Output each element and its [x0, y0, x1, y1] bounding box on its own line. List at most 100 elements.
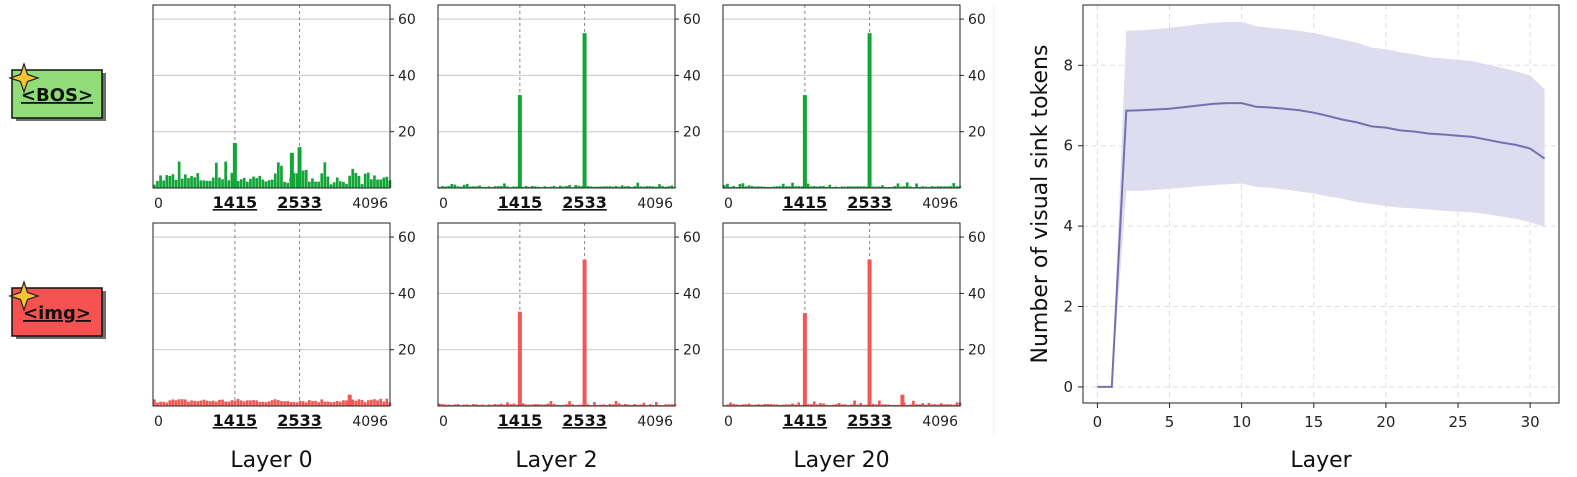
noise-bar: [357, 399, 361, 406]
highlight-tick-label: 2533: [562, 411, 607, 430]
noise-bar: [788, 186, 791, 188]
noise-bar: [819, 186, 822, 188]
x-tick-label: 5: [1165, 413, 1175, 431]
noise-bar: [339, 181, 342, 188]
noise-bar: [546, 403, 550, 406]
noise-bar: [670, 185, 674, 188]
noise-bar: [874, 186, 878, 188]
noise-bar: [636, 182, 640, 188]
noise-bar: [812, 186, 816, 188]
y-tick-label: 60: [968, 230, 986, 246]
noise-bar: [633, 186, 636, 188]
peak-bar: [297, 147, 302, 188]
noise-bar: [624, 404, 627, 406]
x-tick-label: 0: [439, 196, 448, 212]
noise-bar: [735, 404, 739, 406]
y-tick-label: 20: [683, 125, 701, 141]
noise-bar: [853, 400, 856, 406]
noise-bar: [180, 399, 184, 406]
x-tick-label: 0: [1093, 413, 1103, 431]
noise-bar: [769, 186, 773, 188]
noise-bar: [593, 186, 596, 188]
highlight-tick-label: 1415: [213, 193, 258, 212]
noise-bar: [549, 401, 553, 406]
noise-bar: [878, 400, 881, 406]
noise-bar: [249, 178, 252, 188]
noise-bar: [444, 404, 447, 406]
plot-frame-outline: [437, 4, 676, 189]
token-badge-img: <img>: [8, 280, 106, 339]
noise-bar: [301, 401, 305, 406]
noise-bar: [589, 186, 593, 188]
noise-bar: [577, 404, 581, 406]
noise-bar: [534, 186, 537, 188]
noise-bar: [794, 404, 797, 406]
noise-bar: [617, 403, 621, 406]
plot-frame-outline: [152, 4, 391, 189]
noise-bar: [196, 401, 200, 406]
noise-bar: [314, 181, 317, 188]
noise-bar: [853, 186, 856, 188]
noise-bar: [757, 186, 760, 188]
noise-bar: [441, 404, 444, 406]
noise-bar: [180, 178, 184, 188]
noise-bar: [503, 404, 506, 406]
noise-bar: [933, 404, 937, 406]
noise-bar: [450, 404, 454, 406]
noise-bar: [329, 402, 333, 406]
noise-bar: [834, 404, 838, 406]
noise-bar: [227, 401, 231, 406]
noise-bar: [806, 404, 810, 406]
noise-bar: [831, 186, 835, 188]
noise-bar: [168, 400, 172, 406]
noise-bar: [760, 186, 763, 188]
y-axis-label: Number of visual sink tokens: [1028, 45, 1053, 364]
noise-bar: [354, 400, 358, 406]
noise-bar: [871, 403, 875, 406]
noise-bar: [651, 186, 655, 188]
noise-bar: [608, 404, 612, 406]
noise-bar: [614, 186, 618, 188]
noise-bar: [896, 183, 900, 188]
noise-bar: [221, 399, 224, 406]
noise-bar: [304, 402, 308, 406]
y-tick-label: 40: [683, 68, 701, 84]
noise-bar: [165, 402, 169, 406]
noise-bar: [475, 404, 478, 406]
noise-bar: [255, 400, 258, 406]
noise-bar: [159, 401, 162, 406]
noise-bar: [893, 186, 897, 188]
noise-bar: [298, 400, 302, 406]
x-tick-label: 4096: [352, 414, 388, 430]
noise-bar: [927, 403, 931, 406]
noise-bar: [775, 186, 779, 188]
noise-bar: [376, 400, 379, 406]
noise-bar: [772, 186, 776, 188]
noise-bar: [286, 401, 289, 406]
noise-bar: [726, 404, 729, 406]
noise-bar: [366, 172, 370, 188]
noise-bar: [252, 400, 255, 406]
noise-bar: [184, 174, 187, 188]
noise-bar: [862, 186, 866, 188]
noise-bar: [924, 404, 928, 406]
noise-bar: [277, 400, 280, 406]
noise-bar: [478, 404, 481, 406]
noise-bar: [153, 399, 156, 406]
noise-bar: [506, 402, 509, 406]
noise-bar: [655, 186, 658, 188]
noise-bar: [738, 404, 742, 406]
noise-bar: [605, 404, 609, 406]
noise-bar: [723, 185, 726, 188]
noise-bar: [915, 183, 918, 188]
noise-bar: [850, 186, 853, 188]
noise-bar: [199, 180, 203, 188]
noise-bar: [754, 186, 757, 188]
noise-bar: [555, 186, 559, 188]
noise-bar: [599, 186, 602, 188]
noise-bar: [859, 402, 863, 406]
noise-bar: [323, 401, 327, 406]
noise-bar: [165, 175, 169, 188]
noise-bar: [242, 177, 246, 188]
noise-bar: [280, 401, 283, 406]
